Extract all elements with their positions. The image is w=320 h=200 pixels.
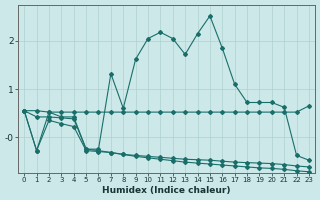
X-axis label: Humidex (Indice chaleur): Humidex (Indice chaleur) bbox=[102, 186, 231, 195]
